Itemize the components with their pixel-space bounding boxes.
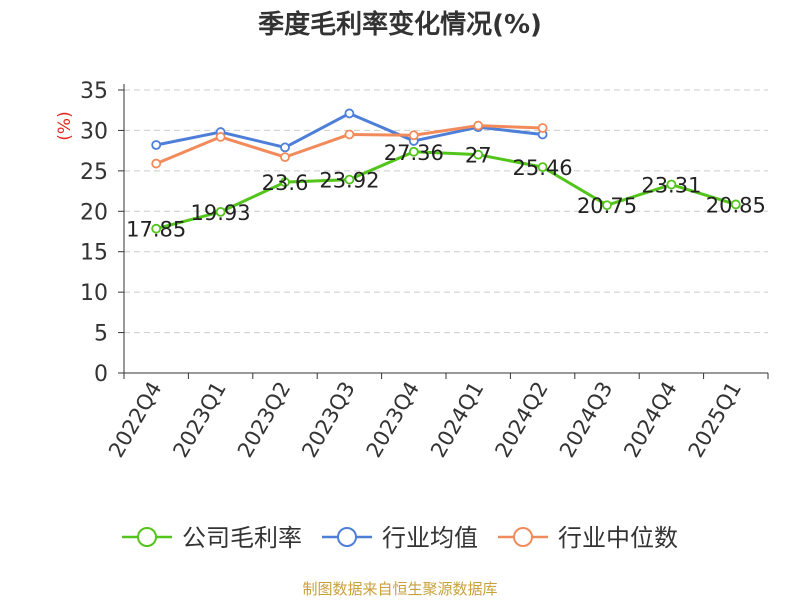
data-point (537, 123, 548, 133)
data-point (473, 120, 484, 131)
data-point (151, 140, 162, 150)
data-point (280, 152, 290, 163)
data-label: 20.75 (577, 194, 637, 218)
data-point (408, 130, 419, 141)
data-point (537, 162, 548, 173)
x-tick-label: 2024Q2 (490, 378, 552, 462)
y-tick-label: 15 (80, 241, 108, 266)
data-label: 19.93 (191, 201, 251, 225)
data-point (344, 174, 355, 185)
y-tick-label: 30 (80, 119, 108, 144)
data-label: 23.92 (319, 169, 379, 193)
legend-label: 行业均值 (382, 524, 478, 552)
x-tick-label: 2023Q4 (362, 378, 424, 462)
data-point (280, 142, 290, 153)
x-tick-label: 2024Q3 (555, 378, 617, 462)
data-label: 23.31 (641, 174, 701, 198)
legend-label: 行业中位数 (558, 524, 678, 552)
data-label: 27 (465, 144, 492, 168)
data-point (473, 149, 484, 160)
data-label: 27.36 (384, 141, 444, 165)
data-label: 17.85 (126, 218, 186, 242)
data-point (151, 158, 162, 169)
y-axis-label: (%) (55, 111, 75, 140)
legend-marker (513, 527, 533, 547)
chart-title: 季度毛利率变化情况(%) (258, 10, 542, 40)
x-tick-label: 2023Q2 (233, 378, 295, 462)
y-tick-label: 0 (94, 362, 108, 387)
series-line (155, 150, 737, 231)
data-label: 20.85 (706, 193, 766, 217)
x-tick-label: 2023Q3 (297, 378, 359, 462)
data-point (344, 129, 355, 140)
y-tick-label: 35 (80, 79, 108, 104)
footer-source: 制图数据来自恒生聚源数据库 (302, 580, 498, 598)
legend-label: 公司毛利率 (182, 524, 302, 552)
data-point (408, 146, 419, 157)
data-point (344, 108, 355, 119)
data-label: 23.6 (262, 171, 309, 195)
x-tick-label: 2024Q4 (619, 378, 681, 462)
x-tick-label: 2022Q4 (104, 378, 166, 462)
data-point (215, 206, 226, 217)
x-tick-label: 2024Q1 (426, 378, 488, 462)
data-point (602, 200, 612, 211)
legend-marker (337, 527, 357, 547)
data-label: 25.46 (513, 156, 573, 180)
legend-marker (137, 527, 157, 547)
data-point (280, 177, 290, 188)
data-point (666, 179, 677, 190)
y-tick-label: 25 (80, 160, 108, 185)
x-tick-label: 2023Q1 (168, 378, 230, 462)
data-point (730, 199, 741, 210)
y-tick-label: 20 (80, 200, 108, 225)
x-tick-label: 2025Q1 (684, 378, 746, 462)
y-tick-label: 10 (80, 281, 108, 306)
data-point (151, 223, 162, 234)
data-point (215, 131, 226, 142)
y-tick-label: 5 (94, 322, 108, 347)
